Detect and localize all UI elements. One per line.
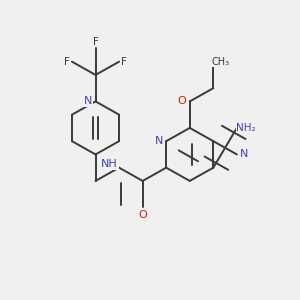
Text: CH₃: CH₃ [212,57,230,67]
Text: F: F [122,57,127,67]
Text: N: N [84,96,92,106]
Text: F: F [64,57,70,67]
Text: F: F [93,37,98,47]
Text: NH: NH [101,159,118,169]
Text: O: O [177,96,186,106]
Text: NH₂: NH₂ [236,123,256,133]
Text: O: O [138,210,147,220]
Text: N: N [240,149,248,159]
Text: N: N [154,136,163,146]
